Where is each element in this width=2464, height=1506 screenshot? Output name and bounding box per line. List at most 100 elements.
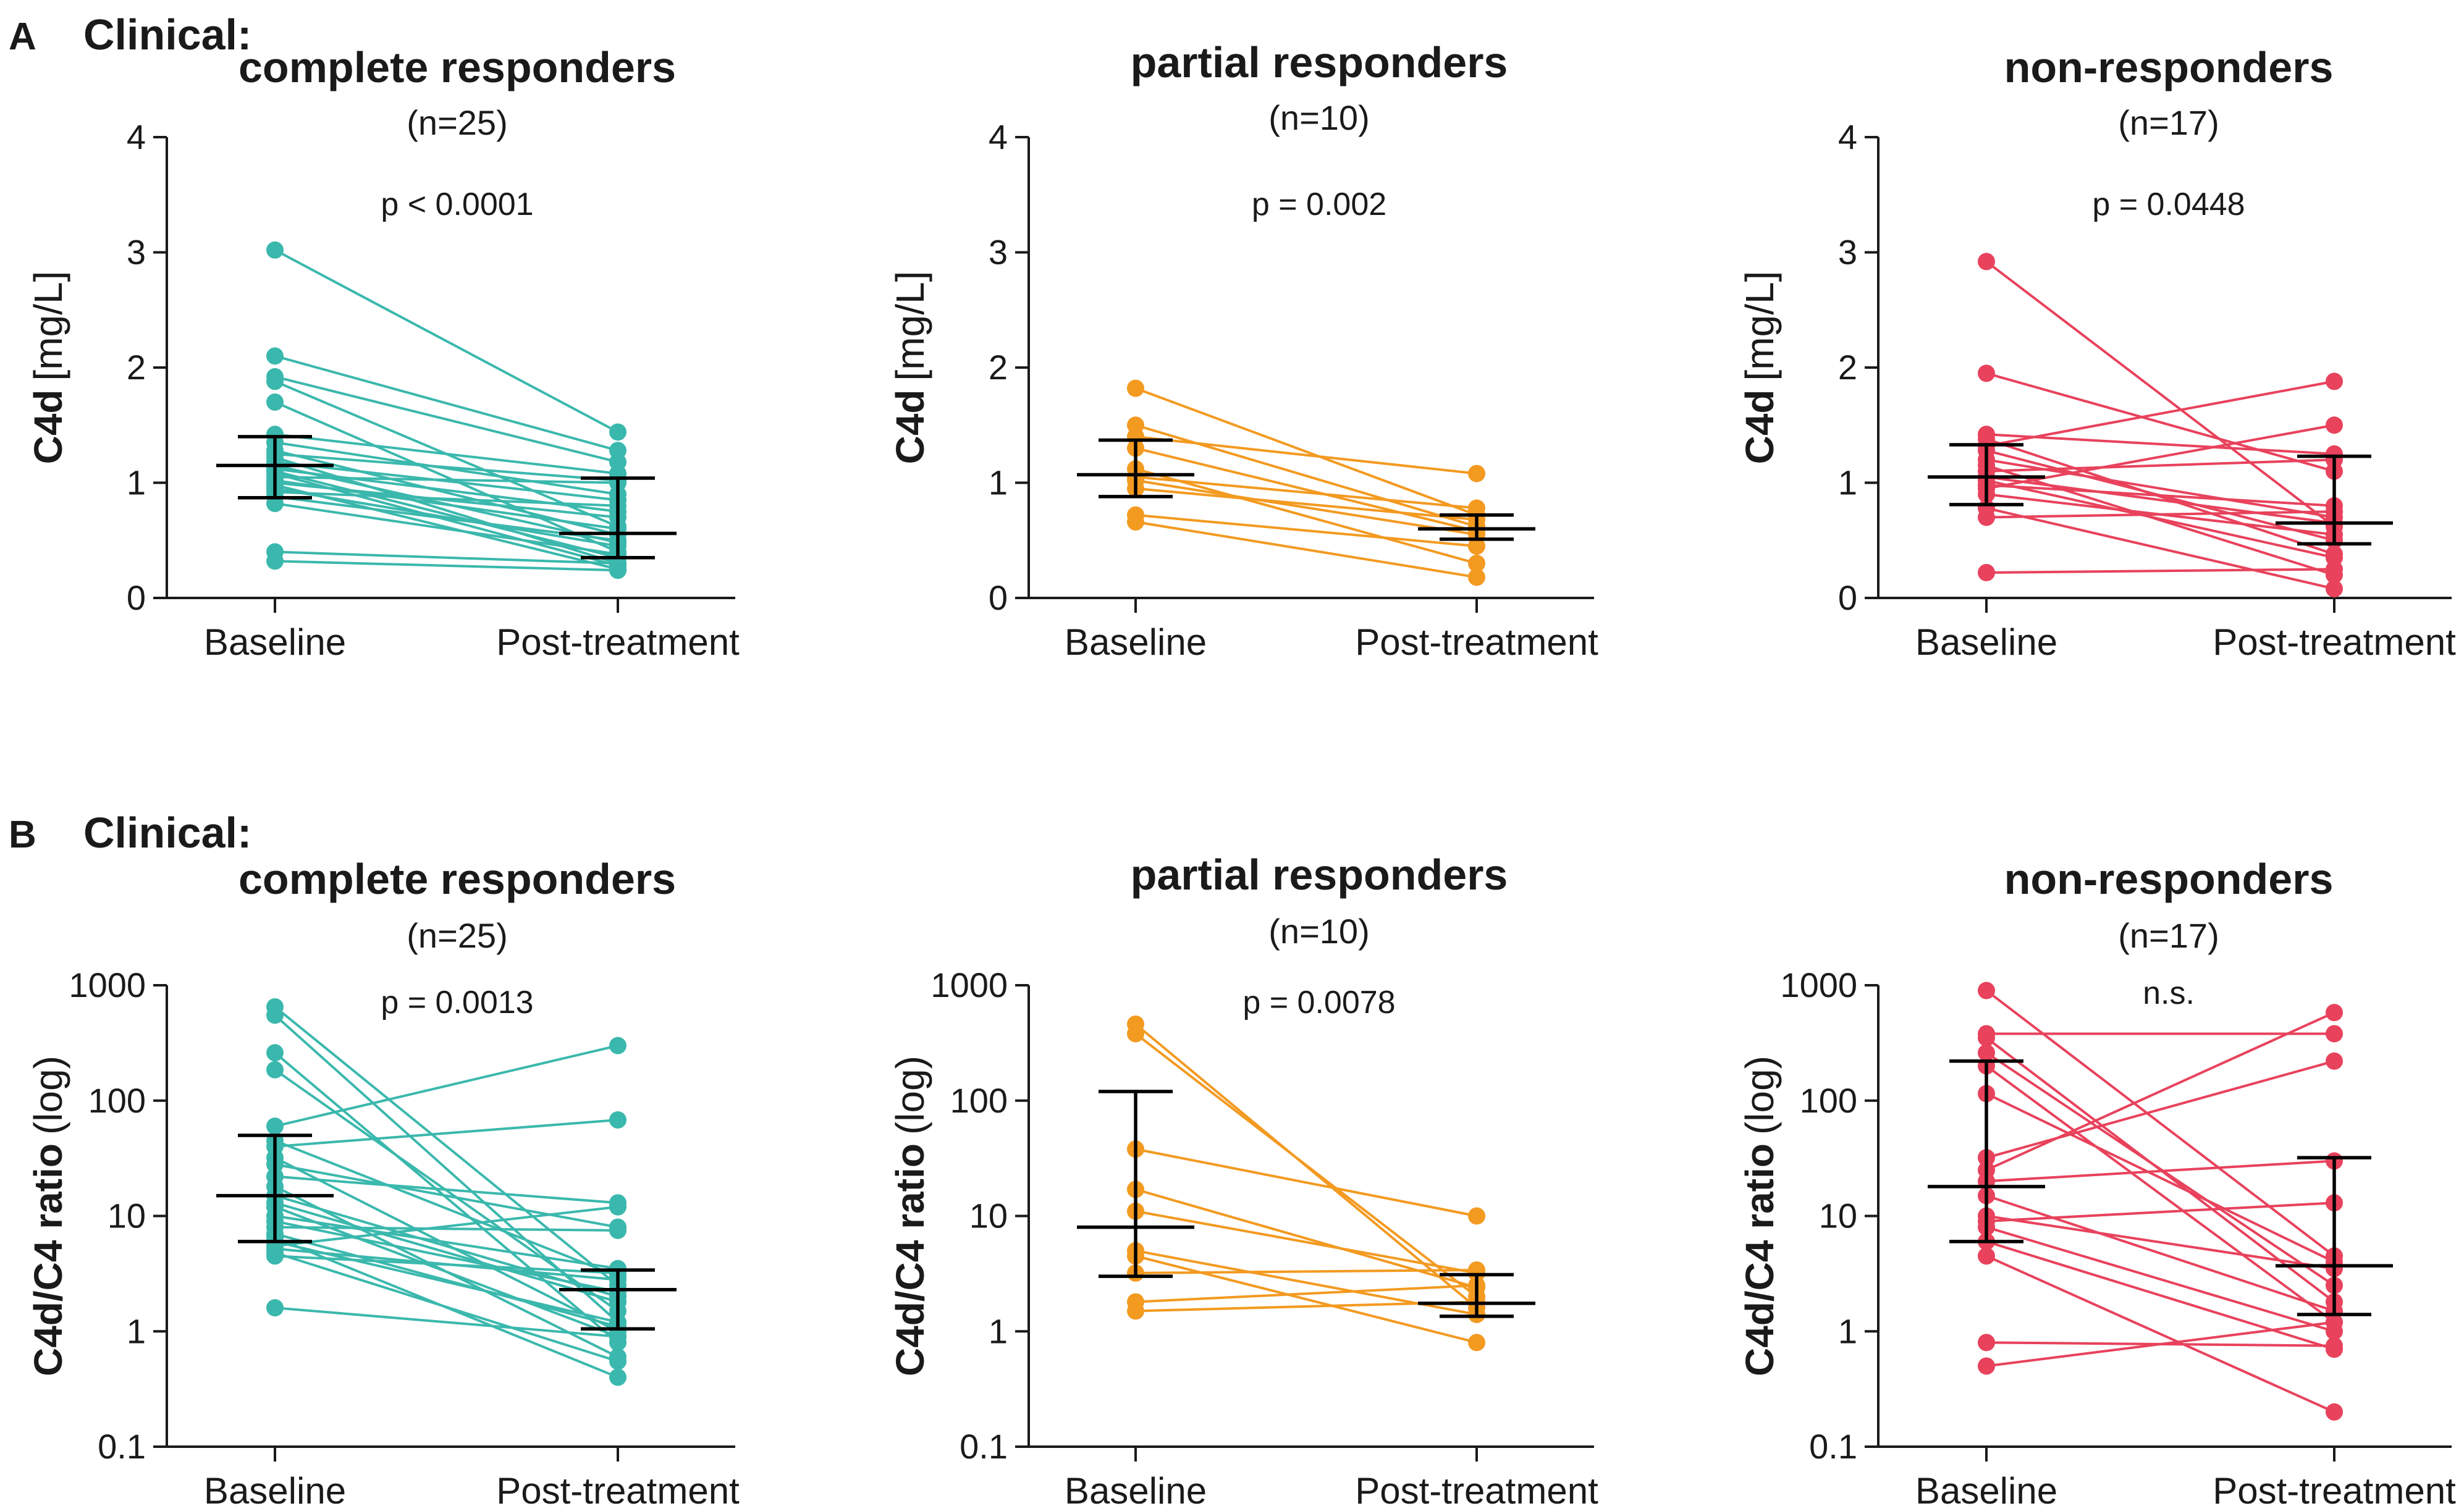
y-tick-label: 1	[989, 463, 1008, 502]
x-category-label: Post-treatment	[2213, 1470, 2456, 1506]
x-category-label: Post-treatment	[2213, 621, 2456, 663]
plot-title: non-responders	[2004, 43, 2334, 91]
y-tick-label: 100	[950, 1081, 1008, 1120]
pair-line	[274, 476, 618, 484]
post-treatment-point	[1468, 537, 1485, 555]
pair-line	[1135, 1255, 1477, 1344]
pair-line	[1135, 387, 1477, 516]
chart-5: partial responders (n=10) p = 0.0078 0.1 1 10…	[888, 851, 1598, 1506]
pair-line	[274, 1139, 618, 1278]
pair-line	[1986, 372, 2335, 473]
y-tick-label: 1	[1838, 1311, 1857, 1350]
y-axis-label-unit: [mg/L]	[26, 271, 70, 381]
post-treatment-point	[1468, 1334, 1485, 1352]
pair-line	[1135, 1209, 1477, 1274]
pair-line	[274, 1255, 618, 1274]
y-tick-label: 100	[88, 1081, 146, 1120]
chart-4: complete responders (n=25) p = 0.0013 0.1 1 1…	[26, 855, 740, 1506]
baseline-point	[1127, 513, 1144, 531]
y-axis-label-main: C4d	[26, 389, 70, 464]
y-axis-label: C4d [mg/L]	[1737, 271, 1782, 465]
post-treatment-point	[609, 1198, 627, 1216]
pair-line	[274, 1226, 618, 1232]
pair-line	[274, 1044, 618, 1128]
pair-line	[274, 490, 618, 507]
pair-line	[274, 560, 618, 572]
y-tick-label: 2	[1838, 348, 1857, 387]
y-axis-label-main: C4d/C4 ratio	[26, 1143, 70, 1376]
pair-line	[1135, 1284, 1477, 1303]
pair-line	[1985, 989, 2335, 1257]
y-tick-label: 3	[1838, 233, 1857, 272]
p-value-annotation: p = 0.0448	[2092, 187, 2245, 222]
y-axis-label: C4d/C4 ratio (log)	[1737, 1056, 1782, 1376]
sample-size-label: (n=10)	[1268, 912, 1369, 951]
y-tick-label: 4	[1838, 117, 1857, 156]
baseline-point	[1978, 982, 1995, 999]
pair-line	[1986, 1201, 2335, 1223]
post-treatment-point	[609, 1368, 627, 1386]
x-category-label: Post-treatment	[496, 1470, 740, 1506]
y-axis-label-unit: (log)	[26, 1056, 70, 1135]
pair-line	[274, 1205, 618, 1247]
p-value-annotation: n.s.	[2143, 975, 2195, 1011]
baseline-point	[266, 241, 284, 259]
pair-line	[274, 1232, 618, 1328]
y-axis-label-unit: (log)	[888, 1056, 932, 1135]
y-axis-label: C4d/C4 ratio (log)	[26, 1056, 70, 1376]
baseline-point	[1978, 1044, 1995, 1062]
y-axis-label-main: C4d/C4 ratio	[888, 1143, 932, 1376]
y-tick-label: 4	[989, 117, 1008, 156]
post-treatment-point	[609, 1221, 627, 1239]
pair-line	[274, 355, 618, 452]
pair-line	[1986, 1214, 2335, 1270]
post-treatment-point	[609, 1352, 627, 1370]
y-tick-label: 0	[1838, 578, 1857, 617]
pair-line	[1986, 1321, 2335, 1368]
post-treatment-point	[2326, 1337, 2343, 1355]
post-treatment-point	[2326, 372, 2343, 390]
pair-line	[274, 1006, 619, 1287]
baseline-point	[1978, 1357, 1995, 1375]
post-treatment-point	[609, 1111, 627, 1129]
pair-line	[1986, 507, 2335, 591]
y-axis-label: C4d/C4 ratio (log)	[888, 1056, 932, 1376]
pair-line	[1986, 1059, 2335, 1159]
y-tick-label: 0.1	[960, 1427, 1008, 1466]
baseline-point	[1978, 253, 1995, 271]
baseline-point	[266, 393, 284, 411]
x-category-label: Baseline	[1915, 1470, 2057, 1506]
pair-line	[274, 550, 618, 565]
baseline-point	[266, 1044, 284, 1062]
p-value-annotation: p < 0.0001	[381, 187, 533, 222]
baseline-point	[266, 372, 284, 390]
chart-3: non-responders (n=17) p = 0.0448 0 1 2 3 4 Basel…	[1737, 43, 2456, 663]
panel-b-heading: Clinical:	[83, 809, 251, 857]
post-treatment-point	[2326, 560, 2343, 578]
y-axis-label-unit: [mg/L]	[888, 271, 932, 381]
pair-line	[1986, 1226, 2335, 1333]
pair-line	[274, 1051, 619, 1344]
panel-b-letter: B	[9, 814, 36, 856]
post-treatment-point	[2326, 580, 2343, 598]
pair-line	[274, 1214, 618, 1270]
pair-line	[1985, 1051, 2335, 1287]
pair-line	[274, 1201, 618, 1303]
x-category-label: Baseline	[204, 621, 346, 663]
plot-title: complete responders	[238, 43, 676, 91]
pair-line	[1135, 1268, 1477, 1274]
y-tick-label: 100	[1800, 1081, 1857, 1120]
post-treatment-point	[1468, 465, 1485, 482]
pair-line	[274, 1306, 618, 1338]
sample-size-label: (n=17)	[2118, 103, 2219, 142]
chart-1: complete responders (n=25) p < 0.0001 0 1 2 3 4…	[26, 43, 740, 663]
baseline-point	[1127, 1302, 1144, 1320]
y-tick-label: 10	[1819, 1197, 1857, 1235]
post-treatment-point	[1468, 1207, 1485, 1225]
baseline-point	[1978, 1029, 1995, 1047]
pair-line	[1985, 1064, 2335, 1324]
pair-line	[274, 433, 618, 475]
y-tick-label: 1000	[69, 965, 146, 1004]
post-treatment-point	[609, 423, 627, 441]
y-axis-label: C4d [mg/L]	[26, 271, 70, 465]
